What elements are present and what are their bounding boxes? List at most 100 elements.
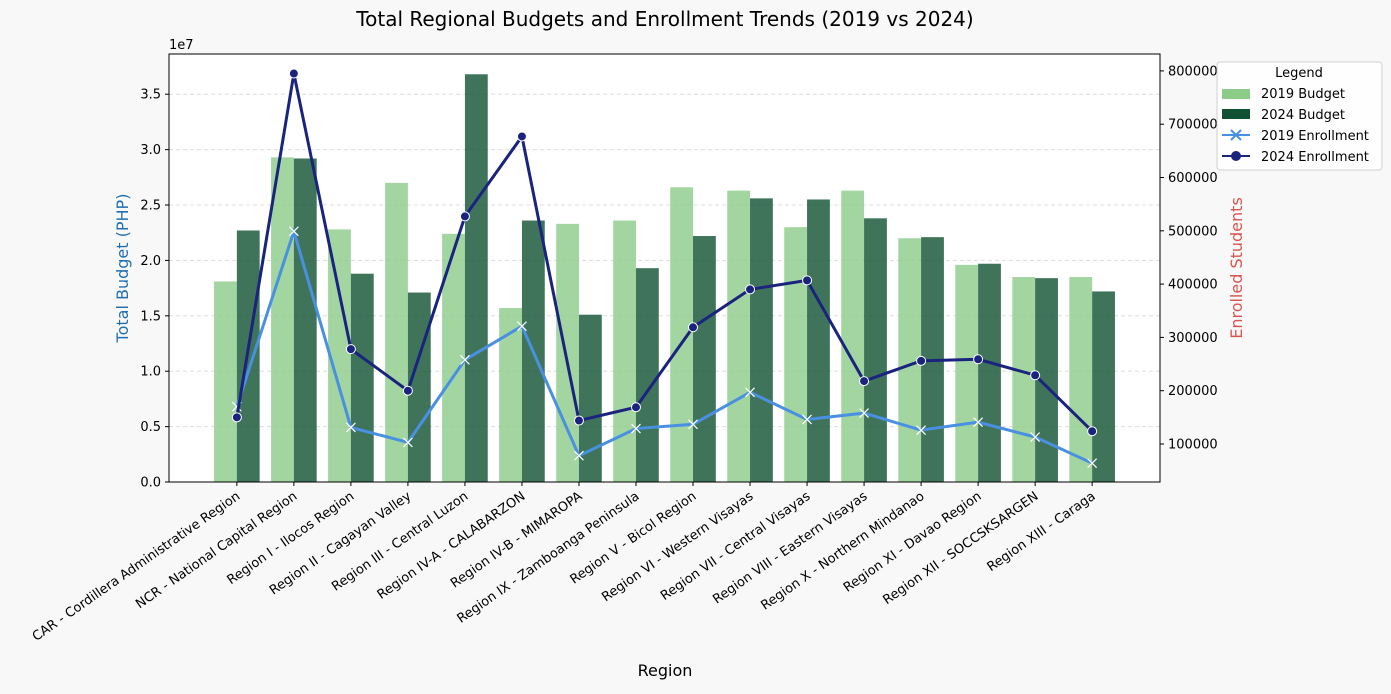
marker-2024-enrollment: [459, 211, 470, 222]
marker-2019-enrollment: [288, 226, 299, 237]
legend-label-2024-budget: 2024 Budget: [1261, 108, 1345, 123]
legend-x-marker-icon: [1230, 129, 1242, 141]
marker-2019-enrollment: [460, 354, 470, 365]
y-tick-label-left: 1.0: [140, 365, 161, 380]
marker-2019-enrollment: [802, 414, 812, 425]
legend: Legend 2019 Budget 2024 Budget 2019 Enro…: [1216, 61, 1383, 171]
legend-swatch-2019-budget: [1222, 89, 1250, 99]
marker-2019-enrollment: [973, 417, 984, 428]
marker-2024-enrollment: [802, 275, 813, 286]
y-tick-label-right: 200000: [1168, 384, 1218, 399]
y-tick-label-right: 100000: [1168, 437, 1218, 452]
legend-swatch-2024-budget: [1222, 109, 1250, 119]
marker-2019-enrollment: [574, 450, 584, 461]
legend-label-2019-budget: 2019 Budget: [1261, 87, 1345, 102]
marker-2024-enrollment: [745, 284, 756, 295]
bar-2019-budget: [214, 281, 237, 482]
legend-swatch-2024-enrollment: [1222, 151, 1250, 161]
y-tick-label-left: 3.5: [140, 88, 161, 103]
bar-2024-budget: [1092, 291, 1115, 482]
marker-2024-enrollment: [402, 385, 413, 396]
bar-2019-budget: [271, 157, 294, 483]
y-tick-label-left: 3.0: [140, 143, 161, 158]
marker-2019-enrollment: [517, 321, 527, 332]
line-2019-enrollment: [235, 226, 1093, 465]
y-axis-label-left: Total Budget (PHP): [113, 194, 132, 344]
marker-2019-enrollment: [631, 423, 641, 434]
marker-2024-enrollment: [630, 402, 641, 413]
bar-2019-budget: [613, 220, 636, 482]
y-tick-label-left: 0.0: [140, 476, 161, 491]
y-tick-label-right: 300000: [1168, 331, 1218, 346]
marker-2024-enrollment: [1030, 370, 1041, 381]
bar-2019-budget: [442, 233, 465, 482]
marker-2024-enrollment: [516, 131, 527, 142]
marker-2019-enrollment: [688, 419, 698, 430]
bar-2019-budget: [1069, 277, 1093, 482]
marker-2024-enrollment: [859, 376, 870, 387]
bar-2019-budget: [1012, 277, 1036, 482]
marker-2019-enrollment: [859, 408, 869, 419]
x-axis-label: Region: [638, 661, 693, 680]
y-tick-label-right: 400000: [1168, 278, 1218, 293]
marker-2024-enrollment: [973, 354, 984, 365]
bars: [214, 74, 1115, 483]
marker-2024-enrollment: [345, 344, 356, 355]
legend-swatch-2019-enrollment: [1222, 129, 1250, 141]
plot-area: [169, 54, 1160, 482]
marker-2019-enrollment: [745, 387, 755, 398]
y-tick-label-right: 600000: [1168, 171, 1218, 186]
marker-2024-enrollment: [231, 412, 242, 423]
bar-2019-budget: [841, 190, 865, 482]
y-tick-label-left: 0.5: [140, 420, 161, 435]
marker-2019-enrollment: [345, 422, 356, 433]
bar-2024-budget: [350, 273, 374, 482]
bar-2024-budget: [293, 158, 317, 482]
marker-2024-enrollment: [916, 355, 927, 366]
marker-2024-enrollment: [573, 415, 584, 426]
bar-2024-budget: [693, 236, 716, 482]
chart-title: Total Regional Budgets and Enrollment Tr…: [355, 7, 973, 31]
marker-2019-enrollment: [1030, 432, 1041, 442]
marker-2019-enrollment: [1087, 458, 1098, 469]
y-tick-label-left: 2.0: [140, 254, 161, 269]
bar-2024-budget: [635, 268, 659, 482]
bar-2019-budget: [328, 229, 351, 482]
marker-2024-enrollment: [1087, 426, 1098, 437]
bar-2019-budget: [955, 264, 979, 482]
bar-2024-budget: [807, 199, 830, 483]
y-axis-label-right: Enrolled Students: [1227, 197, 1246, 339]
bar-2024-budget: [750, 198, 773, 482]
bar-2019-budget: [556, 223, 579, 482]
y-tick-label-left: 2.5: [140, 199, 161, 214]
y-tick-label-right: 800000: [1168, 64, 1218, 79]
plot-frame: [168, 53, 1161, 483]
legend-box: [1216, 61, 1383, 171]
bar-2019-budget: [727, 190, 751, 482]
bar-2019-budget: [784, 227, 808, 482]
bar-2019-budget: [385, 182, 408, 483]
bar-2019-budget: [670, 187, 694, 482]
marker-2024-enrollment: [688, 322, 699, 333]
bar-2019-budget: [898, 238, 922, 482]
bar-2024-budget: [464, 74, 488, 482]
y-tick-label-left: 1.5: [140, 309, 161, 324]
line-2024-enrollment: [235, 73, 1094, 433]
bar-2024-budget: [864, 218, 887, 482]
y-tick-label-right: 500000: [1168, 224, 1218, 239]
legend-title: Legend: [1275, 66, 1323, 81]
legend-label-2024-enrollment: 2024 Enrollment: [1261, 150, 1369, 165]
marker-2019-enrollment: [402, 437, 413, 448]
bar-2024-budget: [1035, 278, 1058, 482]
bar-2024-budget: [978, 263, 1001, 482]
legend-label-2019-enrollment: 2019 Enrollment: [1261, 129, 1369, 144]
y-offset-label: 1e7: [169, 38, 194, 53]
lines: [231, 68, 1098, 469]
bar-2019-budget: [499, 308, 522, 482]
marker-2019-enrollment: [916, 425, 927, 436]
y-tick-label-right: 700000: [1168, 118, 1218, 133]
legend-circle-marker-icon: [1231, 151, 1241, 161]
marker-2024-enrollment: [288, 68, 299, 79]
bar-2024-budget: [578, 314, 602, 482]
